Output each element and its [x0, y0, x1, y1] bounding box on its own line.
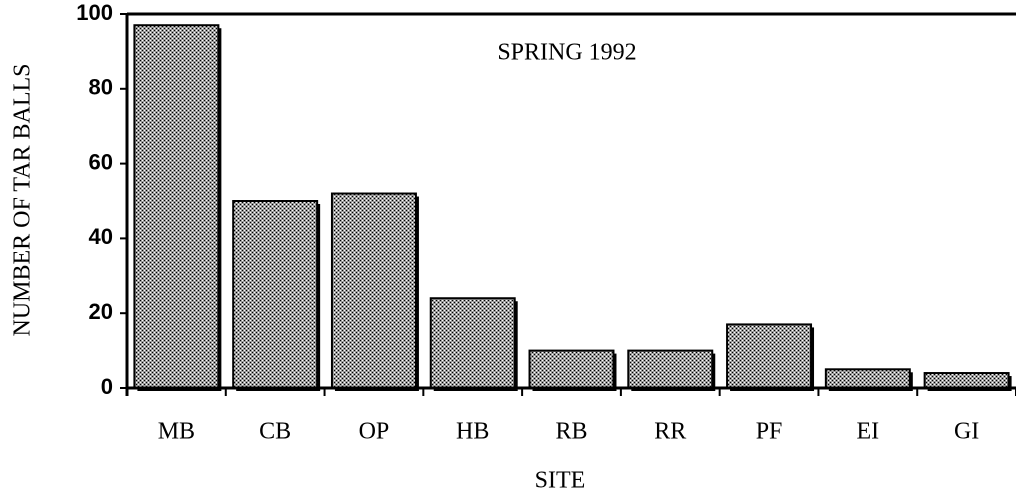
y-tick-label: 80: [89, 75, 113, 100]
bar: [923, 372, 1010, 390]
y-tick-label: 100: [76, 0, 113, 25]
x-tick-label: OP: [359, 419, 390, 445]
x-tick-label: EI: [857, 419, 880, 445]
bar: [627, 349, 714, 390]
bar: [133, 24, 220, 389]
x-axis-label: SITE: [535, 468, 586, 494]
x-tick-label: PF: [756, 419, 783, 445]
chart-title: SPRING 1992: [497, 40, 636, 66]
y-tick-label: 40: [89, 224, 113, 249]
y-tick-label: 0: [101, 374, 113, 399]
y-tick-label: 20: [89, 299, 113, 324]
bar: [330, 192, 417, 389]
y-tick-label: 60: [89, 149, 113, 174]
bar: [824, 368, 911, 389]
x-tick-label: CB: [259, 419, 291, 445]
x-tick-label: HB: [456, 419, 489, 445]
x-tick-label: MB: [158, 419, 195, 445]
x-tick-label: RB: [555, 419, 587, 445]
bar: [726, 323, 813, 390]
bar: [429, 297, 516, 389]
x-tick-label: GI: [954, 419, 979, 445]
x-tick-label: RR: [654, 419, 686, 445]
bar: [528, 349, 615, 390]
y-axis-label: NUMBER OF TAR BALLS: [10, 63, 36, 336]
bar: [232, 200, 319, 389]
